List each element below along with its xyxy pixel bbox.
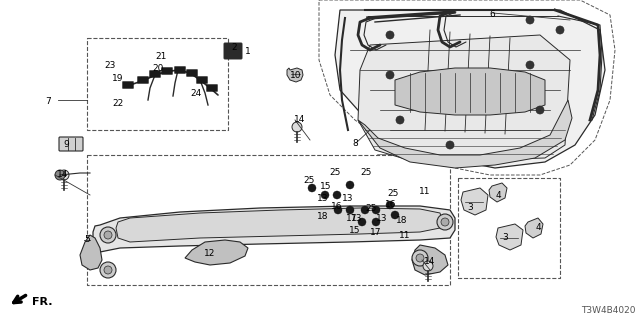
Polygon shape xyxy=(395,68,545,115)
FancyBboxPatch shape xyxy=(207,84,218,92)
FancyBboxPatch shape xyxy=(150,70,161,77)
Text: 16: 16 xyxy=(385,199,397,209)
Text: 14: 14 xyxy=(58,170,68,179)
Text: 20: 20 xyxy=(152,63,164,73)
Text: 22: 22 xyxy=(113,99,124,108)
Text: 3: 3 xyxy=(502,233,508,242)
Text: 4: 4 xyxy=(535,222,541,231)
Text: 7: 7 xyxy=(45,97,51,106)
Text: 13: 13 xyxy=(317,194,329,203)
Circle shape xyxy=(526,61,534,69)
Text: 23: 23 xyxy=(104,60,116,69)
Circle shape xyxy=(104,266,112,274)
Circle shape xyxy=(55,170,65,180)
Circle shape xyxy=(423,261,433,271)
Circle shape xyxy=(386,201,394,209)
Circle shape xyxy=(441,218,449,226)
Text: 13: 13 xyxy=(351,213,363,222)
Text: 11: 11 xyxy=(419,187,431,196)
Polygon shape xyxy=(461,188,488,215)
Polygon shape xyxy=(496,224,523,250)
Text: 3: 3 xyxy=(467,203,473,212)
Circle shape xyxy=(372,206,380,214)
Text: 4: 4 xyxy=(495,190,501,199)
Circle shape xyxy=(437,214,453,230)
Text: 10: 10 xyxy=(291,70,301,79)
Circle shape xyxy=(358,218,366,226)
Circle shape xyxy=(386,31,394,39)
FancyBboxPatch shape xyxy=(175,67,186,74)
Text: FR.: FR. xyxy=(32,297,52,307)
Circle shape xyxy=(321,191,329,199)
Circle shape xyxy=(100,262,116,278)
Text: 18: 18 xyxy=(396,215,408,225)
Polygon shape xyxy=(489,183,507,202)
Text: 21: 21 xyxy=(156,52,166,60)
Circle shape xyxy=(292,122,302,132)
FancyBboxPatch shape xyxy=(186,69,198,76)
Circle shape xyxy=(412,250,428,266)
FancyBboxPatch shape xyxy=(59,137,83,151)
Text: 14: 14 xyxy=(294,115,306,124)
Circle shape xyxy=(556,26,564,34)
Circle shape xyxy=(59,170,69,180)
Text: 25: 25 xyxy=(365,204,377,212)
Circle shape xyxy=(361,206,369,214)
Text: 17: 17 xyxy=(346,213,358,222)
FancyBboxPatch shape xyxy=(224,43,242,59)
Text: 15: 15 xyxy=(320,181,332,190)
Polygon shape xyxy=(116,208,442,242)
Text: 19: 19 xyxy=(112,74,124,83)
Text: 6: 6 xyxy=(489,10,495,19)
Text: 9: 9 xyxy=(63,140,69,148)
Circle shape xyxy=(334,206,342,214)
Circle shape xyxy=(346,206,354,214)
Text: 16: 16 xyxy=(332,202,343,211)
Text: 15: 15 xyxy=(349,226,361,235)
Circle shape xyxy=(396,116,404,124)
Circle shape xyxy=(346,181,354,189)
Text: 13: 13 xyxy=(342,194,354,203)
Circle shape xyxy=(416,254,424,262)
Circle shape xyxy=(308,184,316,192)
Text: T3W4B4020: T3W4B4020 xyxy=(582,306,636,315)
Circle shape xyxy=(104,231,112,239)
Polygon shape xyxy=(185,240,248,265)
Circle shape xyxy=(536,106,544,114)
Text: 1: 1 xyxy=(245,46,251,55)
Text: 13: 13 xyxy=(376,213,388,222)
Polygon shape xyxy=(287,68,303,82)
Circle shape xyxy=(386,71,394,79)
Text: 5: 5 xyxy=(84,235,90,244)
Circle shape xyxy=(333,191,341,199)
Text: 2: 2 xyxy=(231,43,237,52)
Text: 11: 11 xyxy=(399,230,411,239)
Polygon shape xyxy=(358,35,570,162)
Circle shape xyxy=(100,227,116,243)
Text: 14: 14 xyxy=(424,258,436,267)
Polygon shape xyxy=(93,206,455,252)
FancyBboxPatch shape xyxy=(161,68,173,75)
Polygon shape xyxy=(412,245,448,275)
Text: 17: 17 xyxy=(371,228,381,236)
Text: 18: 18 xyxy=(317,212,329,220)
Text: 8: 8 xyxy=(352,139,358,148)
Text: 25: 25 xyxy=(360,167,372,177)
Text: 25: 25 xyxy=(387,188,399,197)
Polygon shape xyxy=(80,235,102,270)
FancyBboxPatch shape xyxy=(122,82,134,89)
Text: 12: 12 xyxy=(204,250,216,259)
Text: 25: 25 xyxy=(330,167,340,177)
Text: 25: 25 xyxy=(303,175,315,185)
Circle shape xyxy=(446,141,454,149)
Circle shape xyxy=(391,211,399,219)
FancyBboxPatch shape xyxy=(138,76,148,84)
Polygon shape xyxy=(335,10,605,168)
Text: 24: 24 xyxy=(190,89,202,98)
Polygon shape xyxy=(525,218,543,238)
Polygon shape xyxy=(358,100,572,168)
Circle shape xyxy=(526,16,534,24)
Circle shape xyxy=(372,218,380,226)
FancyBboxPatch shape xyxy=(196,76,207,84)
